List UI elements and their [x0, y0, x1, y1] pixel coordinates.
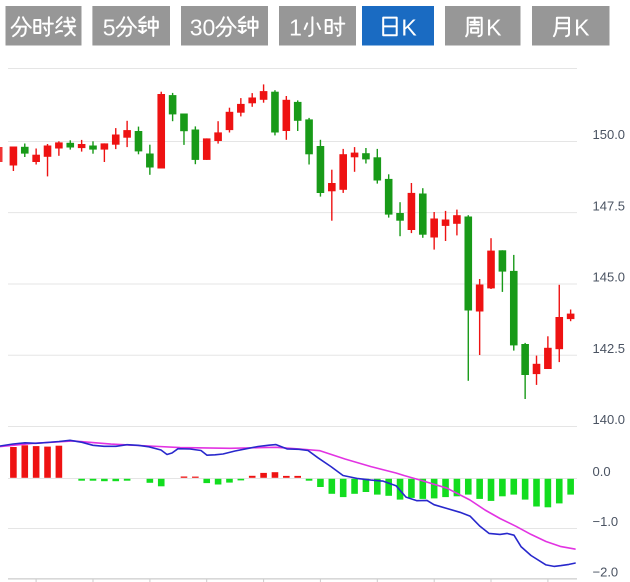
- svg-text:K: K: [574, 14, 590, 40]
- svg-text:30: 30: [190, 14, 216, 40]
- svg-text:1: 1: [289, 14, 302, 40]
- svg-text:147.5: 147.5: [593, 198, 626, 213]
- svg-text:−1.0: −1.0: [593, 514, 619, 529]
- svg-text:5: 5: [103, 14, 116, 40]
- svg-text:145.0: 145.0: [593, 270, 626, 285]
- svg-text:−2.0: −2.0: [593, 565, 619, 580]
- svg-text:140.0: 140.0: [593, 412, 626, 427]
- svg-text:K: K: [486, 14, 502, 40]
- svg-text:K: K: [401, 14, 417, 40]
- svg-text:142.5: 142.5: [593, 341, 626, 356]
- svg-text:0.0: 0.0: [593, 464, 611, 479]
- svg-text:150.0: 150.0: [593, 127, 626, 142]
